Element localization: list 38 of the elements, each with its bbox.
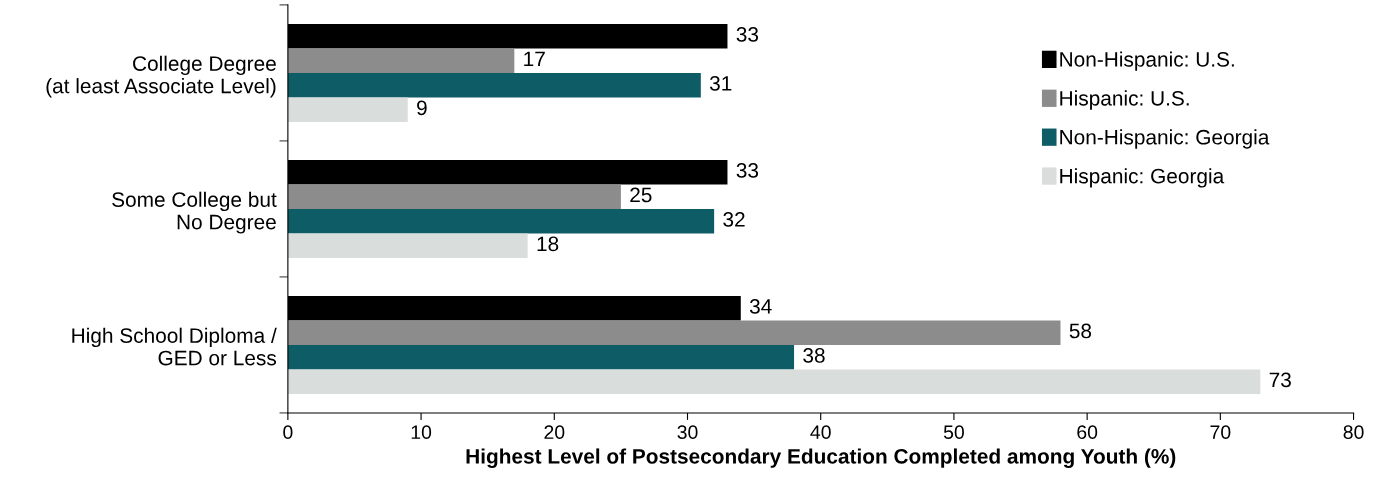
x-tick-label: 30 [677,425,698,440]
data-label: 9 [417,100,427,116]
bar [287,320,1061,345]
bar [287,72,701,98]
y-tick-label: High School Diploma / GED or Less [72,327,277,366]
x-axis-title: Highest Level of Postsecondary Education Completed among Youth (%) [466,448,1176,468]
bar [287,369,1261,394]
data-label: 38 [803,348,825,363]
y-tick-label: College Degree (at least Associate Level) [46,55,276,98]
data-label: 33 [736,27,759,42]
bar [287,344,795,370]
bar [287,184,621,209]
data-label: 34 [749,299,772,314]
x-tick-label: 10 [411,425,432,440]
x-tick-label: 70 [1210,425,1231,440]
legend-label: Hispanic: U.S. [1060,90,1189,110]
data-label: 73 [1269,372,1291,388]
data-label: 58 [1069,323,1092,339]
data-label: 25 [630,187,652,203]
y-tick-label: Some College but No Degree [112,191,277,234]
data-label: 17 [524,51,545,67]
legend-label: Non-Hispanic: Georgia [1060,129,1270,149]
bar [287,208,715,234]
x-tick-label: 80 [1343,425,1364,440]
bar [287,48,515,73]
bar [287,233,528,258]
bar [287,97,408,122]
x-tick-label: 20 [544,425,565,440]
x-tick-label: 50 [943,425,964,440]
data-label: 31 [709,75,732,91]
data-label: 32 [723,212,745,227]
legend-label: Non-Hispanic: U.S. [1060,51,1234,71]
x-tick-label: 40 [810,425,831,440]
legend-label: Hispanic: Georgia [1060,168,1225,188]
data-label: 18 [537,236,559,252]
x-tick-label: 0 [283,425,293,440]
x-tick-label: 60 [1077,425,1098,440]
data-label: 33 [736,163,759,178]
